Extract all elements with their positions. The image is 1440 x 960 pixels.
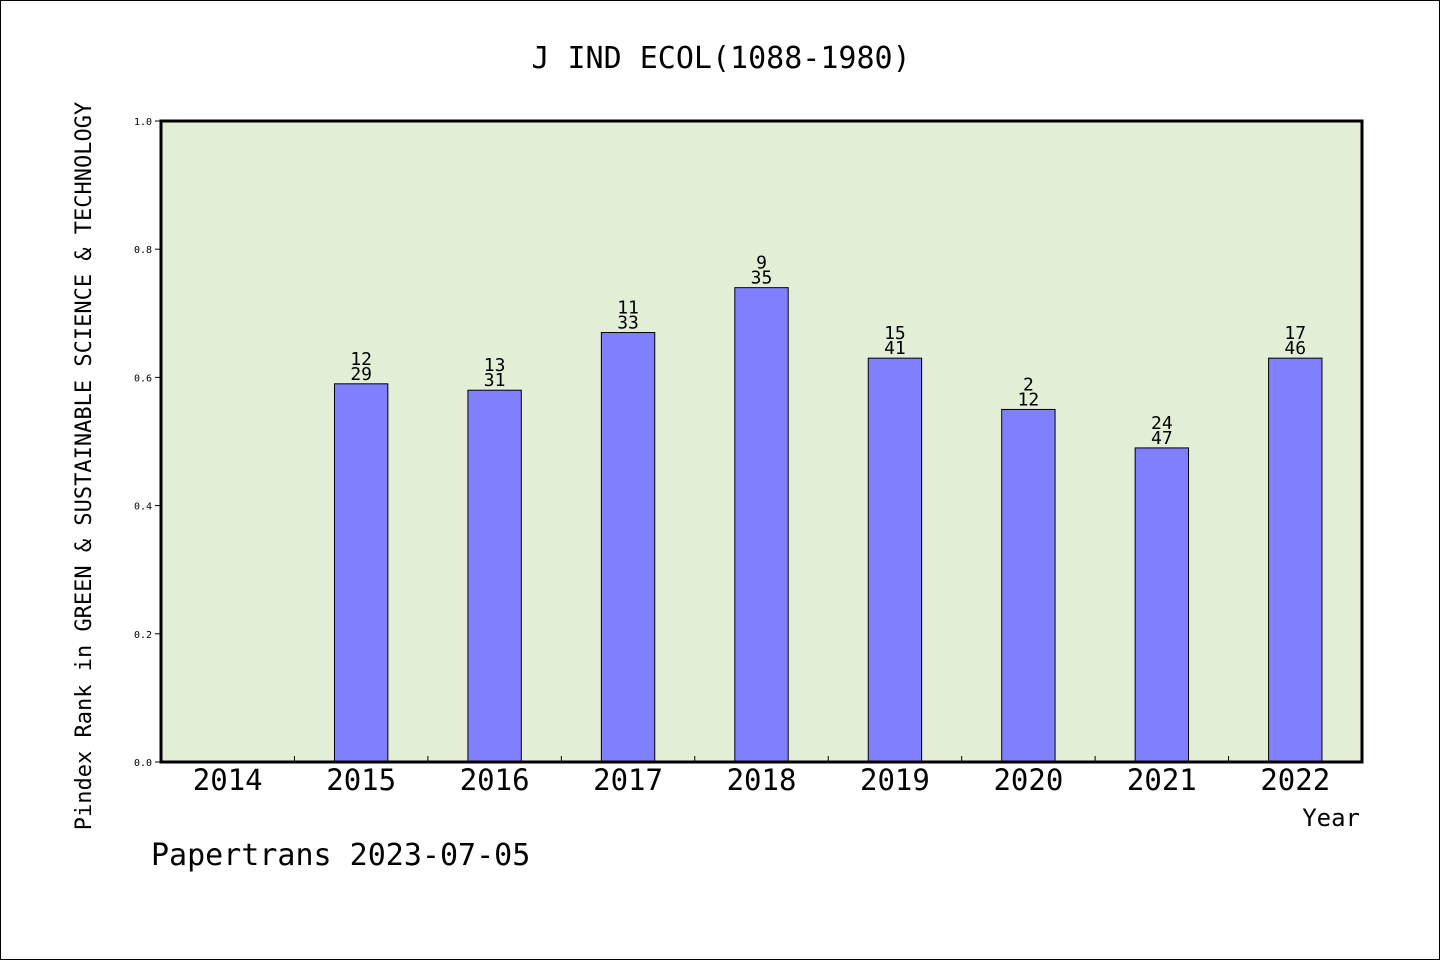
x-axis: 2014 2015 2016 2017 2018 2019 2020 2021 2022 (193, 756, 1330, 797)
x-tick-label-2014: 2014 (193, 763, 263, 797)
data-label-top-2017: 11 (617, 298, 639, 319)
data-label-top-2018: 9 (756, 253, 767, 274)
x-tick-label-2017: 2017 (593, 763, 663, 797)
data-label-bottom-2019: 41 (884, 338, 906, 359)
data-label-top-2021: 24 (1151, 413, 1173, 434)
x-axis-label: Year (1302, 804, 1360, 832)
x-tick-label-2016: 2016 (460, 763, 530, 797)
y-tick-label: 0.8 (134, 245, 152, 256)
x-tick-label-2020: 2020 (993, 763, 1063, 797)
data-label-bottom-2022: 46 (1284, 338, 1306, 359)
data-label-top-2015: 12 (350, 349, 372, 370)
data-label-top-2019: 15 (884, 323, 906, 344)
y-axis-label: Pindex Rank in GREEN & SUSTAINABLE SCIEN… (72, 102, 97, 830)
y-tick-label: 0.4 (134, 502, 152, 513)
bar-2021 (1134, 447, 1190, 763)
bar-2019 (867, 357, 923, 763)
bar-2020 (1001, 408, 1056, 763)
bar-2015 (333, 383, 389, 763)
data-label-bottom-2017: 33 (617, 313, 639, 334)
data-label-bottom-2020: 12 (1018, 389, 1040, 410)
x-tick-label-2021: 2021 (1127, 763, 1197, 797)
bar-2018 (734, 287, 789, 763)
bars-group (333, 287, 1323, 763)
x-tick-label-2022: 2022 (1260, 763, 1330, 797)
data-label-top-2020: 2 (1023, 374, 1034, 395)
y-axis: 0.0 0.2 0.4 0.6 0.8 1.0 (134, 117, 161, 769)
data-label-bottom-2016: 31 (484, 370, 506, 391)
plot-frame (159, 119, 1364, 764)
data-label-bottom-2021: 47 (1151, 428, 1173, 449)
chart-title: J IND ECOL(1088-1980) (531, 41, 910, 76)
y-tick-label: 0.2 (134, 630, 152, 641)
x-tick-label-2018: 2018 (727, 763, 797, 797)
data-label-bottom-2018: 35 (751, 268, 773, 289)
data-label-bottom-2015: 29 (350, 364, 372, 385)
data-label-top-2022: 17 (1284, 323, 1306, 344)
y-tick-label: 1.0 (134, 117, 152, 128)
bar-2016 (467, 389, 522, 763)
y-tick-label: 0.0 (134, 758, 152, 769)
x-tick-label-2015: 2015 (326, 763, 396, 797)
y-tick-label: 0.6 (134, 373, 152, 384)
footer-credit: Papertrans 2023-07-05 (151, 838, 530, 873)
x-tick-label-2019: 2019 (860, 763, 930, 797)
data-label-top-2016: 13 (484, 355, 506, 376)
bar-2022 (1268, 357, 1323, 763)
bar-2017 (600, 332, 656, 763)
